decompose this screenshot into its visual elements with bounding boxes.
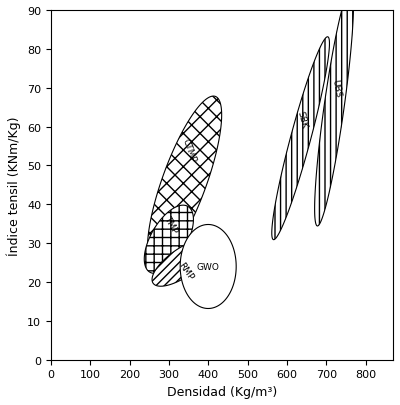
Text: CTMP: CTMP (181, 137, 198, 164)
Text: TMP: TMP (162, 214, 179, 234)
Y-axis label: Índice tensil (KNm/Kg): Índice tensil (KNm/Kg) (7, 116, 22, 255)
Polygon shape (180, 225, 236, 309)
Text: UBS: UBS (330, 79, 342, 98)
Text: RMP: RMP (176, 260, 195, 281)
Polygon shape (272, 38, 330, 240)
Polygon shape (152, 239, 213, 286)
Polygon shape (315, 0, 354, 226)
X-axis label: Densidad (Kg/m³): Densidad (Kg/m³) (167, 385, 277, 398)
Polygon shape (144, 206, 194, 274)
Text: SBK: SBK (296, 110, 309, 129)
Polygon shape (148, 97, 222, 266)
Text: GWO: GWO (197, 262, 220, 271)
